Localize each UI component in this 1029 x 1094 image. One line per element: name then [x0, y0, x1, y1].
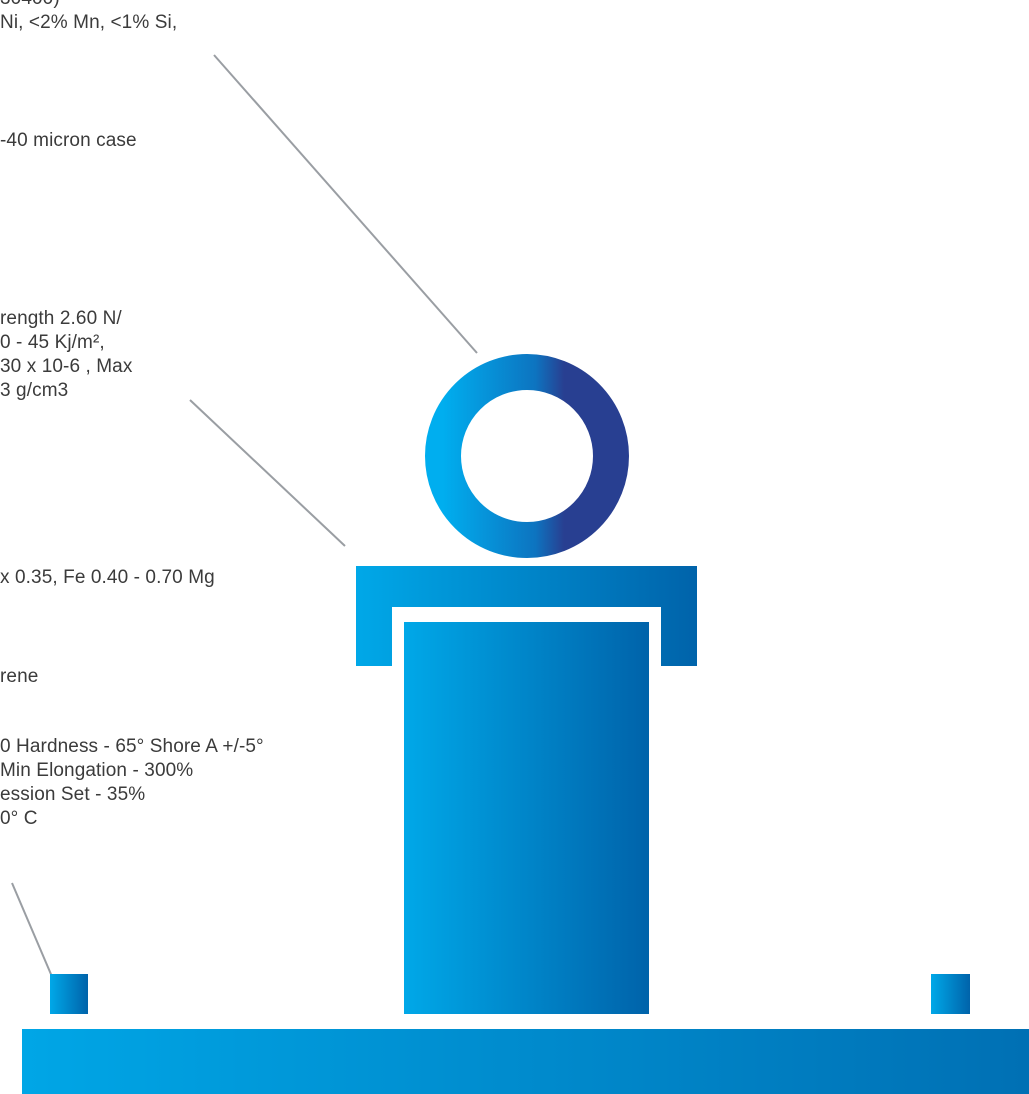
- label-rubber-name: rene: [0, 665, 38, 689]
- label-rubber-line-4: 0° C: [0, 808, 38, 829]
- label-plastic-line-4: 3 g/cm3: [0, 380, 69, 401]
- ring-pin: [425, 354, 629, 558]
- leader-line-rubber: [11, 882, 57, 987]
- body-block: [404, 622, 649, 1014]
- leader-line-stainless: [213, 54, 478, 354]
- label-stainless-line-2: Ni, <2% Mn, <1% Si,: [0, 12, 178, 33]
- label-plastic-line-2: 0 - 45 Kj/m²,: [0, 332, 105, 353]
- label-plastic-line-3: 30 x 10-6 , Max: [0, 356, 133, 377]
- label-rubber-name-line-1: rene: [0, 666, 39, 687]
- label-aluminium-line-1: x 0.35, Fe 0.40 - 0.70 Mg: [0, 567, 215, 588]
- label-rubber-properties: 0 Hardness - 65° Shore A +/-5° Min Elong…: [0, 735, 264, 831]
- label-aluminium-composition: x 0.35, Fe 0.40 - 0.70 Mg: [0, 566, 215, 590]
- label-case-hardening: -40 micron case: [0, 129, 137, 153]
- label-rubber-line-1: 0 Hardness - 65° Shore A +/-5°: [0, 736, 264, 757]
- label-case-line-1: -40 micron case: [0, 130, 137, 151]
- label-plastic-properties: rength 2.60 N/ 0 - 45 Kj/m², 30 x 10-6 ,…: [0, 307, 132, 403]
- label-rubber-line-2: Min Elongation - 300%: [0, 760, 194, 781]
- cap-bracket: [356, 566, 697, 666]
- base-plate: [22, 1029, 1029, 1094]
- label-stainless-steel: 30400) Ni, <2% Mn, <1% Si,: [0, 0, 177, 35]
- label-rubber-line-3: ession Set - 35%: [0, 784, 146, 805]
- label-plastic-line-1: rength 2.60 N/: [0, 308, 122, 329]
- leader-line-plastic: [189, 399, 346, 547]
- rubber-foot-left: [50, 974, 88, 1014]
- rubber-foot-right: [931, 974, 970, 1014]
- label-stainless-line-1: 30400): [0, 0, 177, 11]
